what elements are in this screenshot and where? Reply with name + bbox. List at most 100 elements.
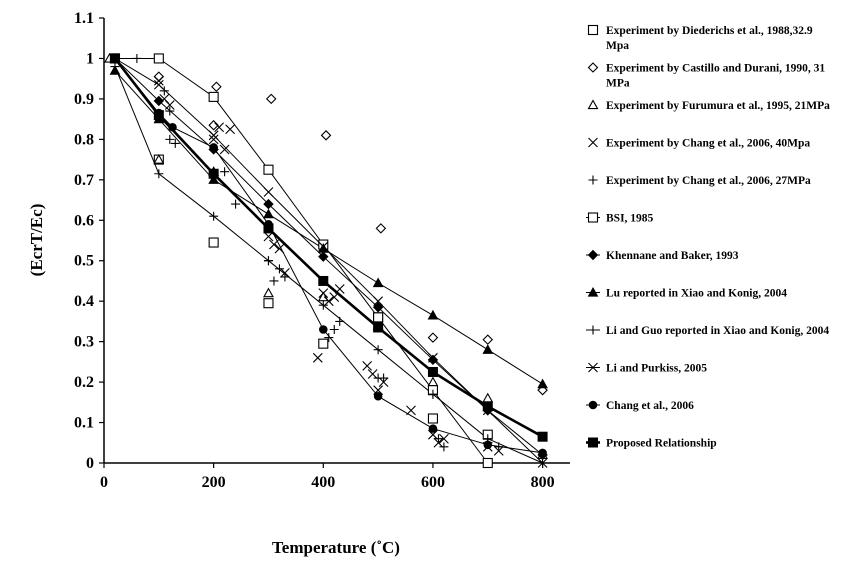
data-point-plus (132, 53, 142, 63)
legend-item: BSI, 1985 (586, 212, 654, 225)
data-point-circle (428, 424, 438, 433)
data-point-circle (373, 391, 383, 401)
data-point-triangle (427, 309, 439, 320)
data-point-plus (494, 442, 504, 452)
legend-marker (588, 137, 598, 148)
data-point-triangle (427, 376, 439, 387)
data-point-triangle (153, 153, 165, 164)
legend-label: Li and Purkiss, 2005 (606, 363, 707, 375)
data-point-x (367, 369, 378, 379)
data-point-square (208, 168, 219, 179)
data-point-x (208, 134, 219, 145)
data-point-square (263, 164, 274, 175)
legend-label: Proposed Relationship (606, 438, 717, 450)
legend-item: Li and Guo reported in Xiao and Konig, 2… (586, 325, 829, 337)
data-point-square (537, 431, 548, 442)
data-point-plus (379, 373, 389, 383)
legend-item: Experiment by Furumura et al., 1995, 21M… (587, 99, 830, 112)
legend-label: Chang et al., 2006 (606, 400, 694, 412)
legend-item: Experiment by Castillo and Durani, 1990,… (587, 62, 825, 90)
y-tick-label: 0.6 (74, 212, 94, 229)
data-point-triangle (208, 174, 219, 184)
data-point-circle (483, 440, 493, 450)
legend-label: Experiment by Furumura et al., 1995, 21M… (606, 100, 830, 112)
legend-label: Experiment by Castillo and Durani, 1990,… (606, 63, 825, 90)
data-point-circle (538, 448, 547, 458)
data-point-x (318, 288, 329, 298)
data-point-plus (269, 276, 279, 286)
legend-item: Lu reported in Xiao and Konig, 2004 (586, 286, 787, 300)
data-point-diamond (427, 332, 439, 343)
data-point-triangle (372, 277, 384, 288)
data-point-diamond (372, 302, 384, 313)
data-point-plus (318, 300, 328, 310)
data-point-circle (209, 143, 218, 152)
data-point-diamond (320, 130, 332, 141)
data-point-triangle (263, 287, 274, 298)
data-point-x (312, 352, 323, 363)
y-tick-label: 0.4 (74, 293, 94, 310)
y-tick-label: 0.7 (74, 172, 94, 189)
data-point-plus (159, 86, 169, 96)
legend-marker (587, 62, 599, 73)
data-point-plus (170, 138, 180, 148)
data-point-plus (329, 325, 339, 334)
data-point-x (323, 296, 334, 307)
x-tick-label: 0 (100, 474, 108, 491)
data-point-x (439, 433, 449, 444)
legend-marker (588, 175, 598, 185)
x-tick-label: 400 (311, 474, 335, 491)
data-point-diamond (427, 354, 439, 366)
data-point-square (373, 322, 384, 333)
data-point-x (373, 385, 384, 396)
data-point-diamond (153, 71, 165, 82)
legend-marker (587, 99, 599, 110)
data-point-square (318, 275, 329, 286)
data-point-square (153, 110, 164, 121)
series-markers (104, 52, 549, 469)
series-line (113, 57, 544, 438)
legend-label: Experiment by Chang et al., 2006, 27MPa (606, 175, 811, 187)
y-tick-label: 0.2 (74, 374, 94, 391)
legend-marker (588, 400, 598, 410)
data-point-x (263, 187, 274, 197)
data-point-diamond (211, 81, 222, 93)
data-point-plus (335, 316, 345, 326)
legend-marker (588, 437, 598, 448)
legend-item: Experiment by Diederichs et al., 1988,32… (587, 24, 813, 52)
data-point-square (208, 237, 219, 248)
legend: Experiment by Diederichs et al., 1988,32… (586, 24, 830, 450)
data-point-circle (168, 122, 177, 132)
data-point-plus (373, 345, 383, 355)
data-point-plus (209, 211, 219, 221)
ticks: 0 0.1 0.2 0.3 0.4 0.5 0.6 0.7 0.8 0.9 1 1.1 0 200 400 6… (74, 10, 555, 491)
data-point-plus (165, 106, 175, 116)
y-tick-label: 0 (86, 455, 94, 472)
y-tick-label: 0.5 (74, 253, 94, 270)
data-point-plus (280, 272, 290, 282)
data-point-x (263, 231, 274, 242)
data-point-x (406, 405, 416, 416)
data-point-plus (165, 134, 175, 144)
data-point-square (153, 53, 164, 64)
data-point-x (153, 75, 164, 86)
data-point-x (208, 130, 219, 141)
legend-item: Khennane and Baker, 1993 (586, 249, 739, 262)
data-point-plus (439, 442, 449, 452)
legend-item: Proposed Relationship (586, 437, 717, 450)
series-11 (110, 54, 547, 458)
data-point-plus (231, 199, 241, 209)
data-point-diamond (208, 119, 219, 131)
data-point-triangle (482, 392, 494, 403)
y-tick-label: 0.1 (74, 415, 94, 432)
data-point-square (318, 338, 329, 349)
data-point-square (263, 223, 274, 234)
data-point-x (219, 144, 230, 155)
data-point-plus (110, 62, 120, 72)
series-5 (110, 53, 504, 452)
data-point-x (334, 284, 345, 294)
data-point-x (269, 239, 279, 250)
data-point-diamond (263, 198, 274, 210)
